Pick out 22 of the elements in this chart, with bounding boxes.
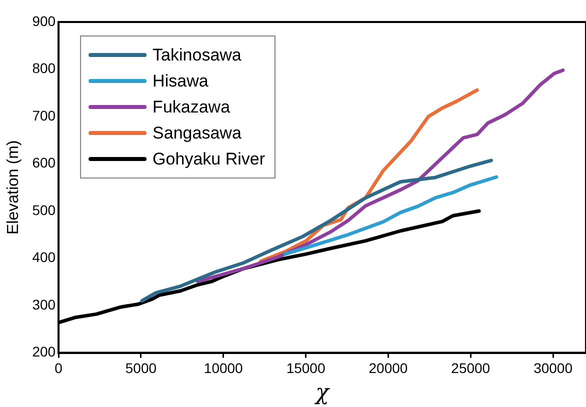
legend-label: Takinosawa <box>152 46 242 65</box>
x-tick-label: 25000 <box>451 360 490 376</box>
y-tick-label: 600 <box>32 154 56 171</box>
x-tick-label: 5000 <box>125 360 157 376</box>
y-tick-label: 700 <box>32 107 56 124</box>
y-tick-label: 300 <box>32 296 56 312</box>
y-tick-label: 500 <box>32 202 56 218</box>
x-tick-label: 20000 <box>368 360 408 376</box>
x-tick-label: 10000 <box>204 360 244 376</box>
legend-label: Hisawa <box>152 72 209 91</box>
x-tick-label: 0 <box>54 360 63 376</box>
legend-label: Fukazawa <box>152 98 231 117</box>
y-tick-label: 200 <box>32 344 56 360</box>
legend-label: Gohyaku River <box>152 150 266 169</box>
x-axis-title: χ <box>314 380 331 406</box>
x-tick-label: 30000 <box>534 360 573 376</box>
y-axis-title: Elevation (m) <box>5 140 22 235</box>
y-tick-label: 900 <box>32 12 56 29</box>
x-tick-label: 15000 <box>286 360 326 376</box>
y-tick-label: 800 <box>32 60 56 76</box>
legend-label: Sangasawa <box>152 124 242 143</box>
y-tick-label: 400 <box>32 249 56 266</box>
